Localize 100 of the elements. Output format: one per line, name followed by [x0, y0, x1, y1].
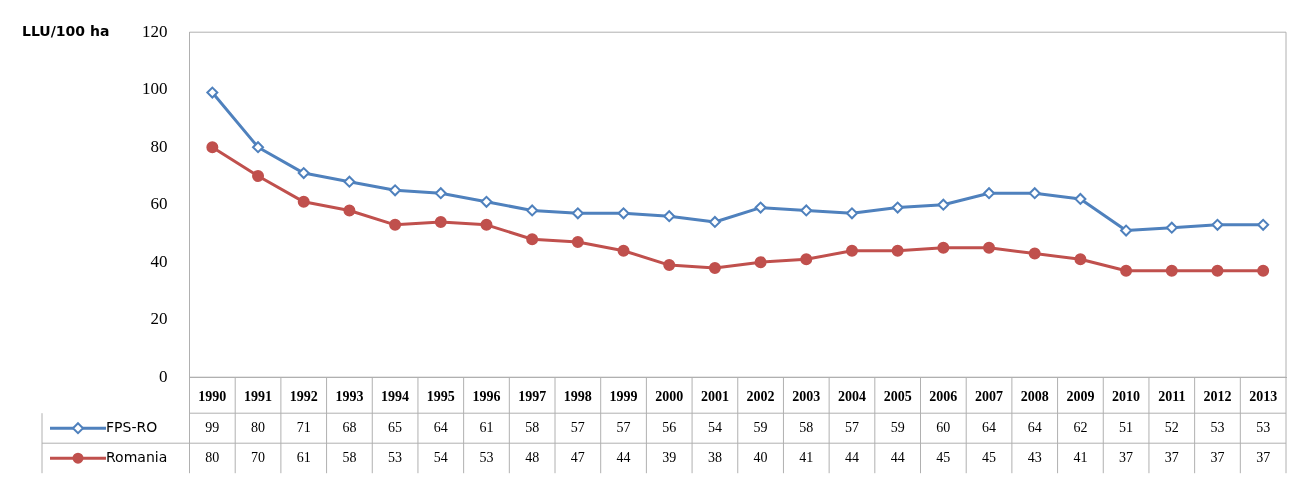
data-label: 80	[251, 419, 266, 435]
data-label: 53	[1256, 419, 1271, 435]
x-tick-label: 1990	[198, 389, 227, 405]
y-tick-label: 60	[150, 194, 168, 214]
data-label: 53	[1210, 419, 1225, 435]
data-label: 99	[205, 419, 220, 435]
data-label: 56	[662, 419, 677, 435]
point	[1211, 218, 1224, 231]
point	[206, 86, 219, 99]
data-label: 68	[342, 419, 357, 435]
data-label: 58	[799, 419, 814, 435]
y-tick-label: 20	[150, 309, 168, 329]
data-label: 43	[1027, 449, 1042, 465]
x-tick-label: 1993	[335, 389, 364, 405]
point	[343, 175, 356, 188]
point	[389, 184, 402, 197]
y-tick-label: 100	[142, 79, 168, 99]
data-label: 64	[982, 419, 997, 435]
point	[480, 218, 493, 231]
point	[526, 233, 539, 246]
point	[1257, 218, 1270, 231]
data-label: 51	[1119, 419, 1134, 435]
data-label: 52	[1164, 419, 1179, 435]
data-label: 61	[479, 419, 494, 435]
data-label: 37	[1119, 449, 1134, 465]
data-label: 38	[707, 449, 722, 465]
legend-label: FPS-RO	[106, 418, 158, 435]
point	[1120, 264, 1133, 277]
data-label: 41	[799, 449, 814, 465]
x-tick-label: 1996	[472, 389, 501, 405]
point	[1257, 264, 1270, 277]
point	[754, 201, 767, 214]
point	[297, 195, 310, 208]
point	[297, 167, 310, 180]
point	[389, 218, 402, 231]
x-tick-label: 1995	[426, 389, 455, 405]
data-label: 44	[616, 449, 631, 465]
y-tick-label: 120	[142, 21, 168, 41]
point	[252, 169, 265, 182]
data-label: 70	[251, 449, 266, 465]
x-tick-label: 1994	[381, 389, 410, 405]
x-tick-label: 2001	[700, 389, 729, 405]
point	[1165, 221, 1178, 234]
y-axis-title: LLU/100 ha	[22, 22, 110, 39]
data-label: 54	[707, 419, 722, 435]
point	[754, 256, 767, 269]
data-label: 53	[479, 449, 494, 465]
data-label: 64	[433, 419, 448, 435]
point	[845, 244, 858, 257]
data-label: 37	[1256, 449, 1271, 465]
point	[1165, 264, 1178, 277]
point	[571, 207, 584, 220]
point	[206, 141, 219, 154]
point	[617, 207, 630, 220]
point	[891, 201, 904, 214]
data-label: 54	[433, 449, 448, 465]
point	[663, 259, 676, 272]
data-label: 44	[890, 449, 905, 465]
point	[891, 244, 904, 257]
data-label: 57	[570, 419, 585, 435]
x-tick-label: 1991	[244, 389, 273, 405]
point	[1211, 264, 1224, 277]
x-tick-label: 2007	[975, 389, 1004, 405]
data-label: 59	[753, 419, 768, 435]
point	[1120, 224, 1133, 237]
data-label: 37	[1164, 449, 1179, 465]
data-label: 47	[570, 449, 585, 465]
point	[663, 210, 676, 223]
data-label: 58	[525, 419, 540, 435]
data-label: 48	[525, 449, 540, 465]
x-tick-label: 1999	[609, 389, 638, 405]
data-label: 40	[753, 449, 768, 465]
point	[343, 204, 356, 217]
x-tick-label: 2006	[929, 389, 958, 405]
x-tick-label: 2009	[1066, 389, 1095, 405]
point	[983, 241, 996, 254]
point	[1074, 253, 1087, 266]
data-label: 64	[1027, 419, 1042, 435]
x-tick-label: 2000	[655, 389, 684, 405]
point	[480, 195, 493, 208]
x-tick-label: 2010	[1112, 389, 1141, 405]
x-tick-label: 1998	[563, 389, 592, 405]
x-tick-label: 2012	[1203, 389, 1232, 405]
x-tick-label: 2008	[1020, 389, 1049, 405]
data-label: 62	[1073, 419, 1088, 435]
y-tick-label: 40	[150, 251, 168, 271]
data-label: 58	[342, 449, 357, 465]
x-tick-label: 2013	[1249, 389, 1278, 405]
point	[708, 215, 721, 228]
point	[1028, 187, 1041, 200]
point	[1074, 192, 1087, 205]
data-label: 44	[844, 449, 859, 465]
point	[252, 141, 265, 154]
data-label: 80	[205, 449, 220, 465]
y-tick-label: 80	[150, 136, 168, 156]
data-label: 45	[982, 449, 997, 465]
data-label: 41	[1073, 449, 1088, 465]
point	[800, 253, 813, 266]
x-tick-label: 1992	[289, 389, 318, 405]
point	[571, 236, 584, 249]
